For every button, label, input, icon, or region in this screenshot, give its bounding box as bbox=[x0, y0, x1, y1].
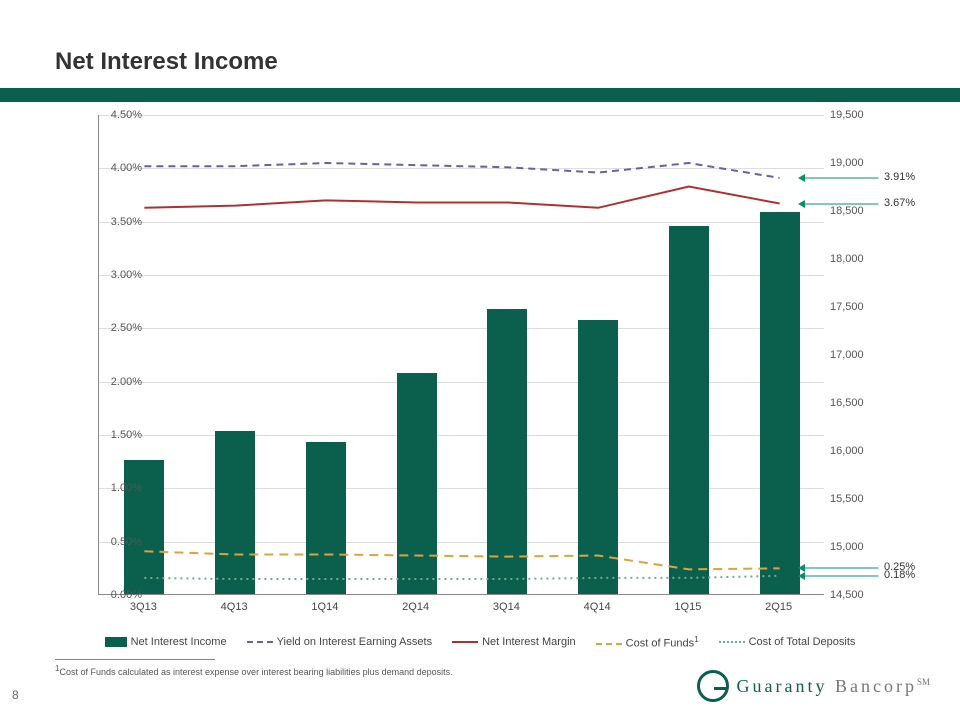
ytick-right: 17,500 bbox=[830, 301, 885, 313]
xtick: 4Q14 bbox=[584, 601, 611, 613]
annotation-label: 3.67% bbox=[884, 197, 915, 209]
ytick-right: 19,500 bbox=[830, 109, 885, 121]
accent-band bbox=[0, 88, 960, 102]
line-nim bbox=[144, 186, 779, 207]
xtick: 2Q14 bbox=[402, 601, 429, 613]
brand-secondary: Bancorp bbox=[828, 676, 917, 696]
plot-area bbox=[98, 115, 824, 595]
ytick-left: 1.00% bbox=[82, 482, 142, 494]
brand-primary: Guaranty bbox=[737, 676, 828, 696]
ytick-right: 19,000 bbox=[830, 157, 885, 169]
legend-swatch-line bbox=[452, 641, 478, 643]
ytick-left: 4.50% bbox=[82, 109, 142, 121]
ytick-left: 2.00% bbox=[82, 376, 142, 388]
lines-layer bbox=[99, 115, 825, 595]
footnote: 1Cost of Funds calculated as interest ex… bbox=[55, 664, 453, 677]
annotation-label: 0.18% bbox=[884, 569, 915, 581]
line-cotd bbox=[144, 576, 779, 579]
slide-title: Net Interest Income bbox=[55, 48, 278, 76]
legend-swatch-line bbox=[596, 643, 622, 645]
line-cof bbox=[144, 551, 779, 569]
brand-mark-icon bbox=[697, 670, 729, 702]
ytick-right: 14,500 bbox=[830, 589, 885, 601]
footnote-rule bbox=[55, 659, 215, 660]
ytick-left: 2.50% bbox=[82, 322, 142, 334]
ytick-left: 0.00% bbox=[82, 589, 142, 601]
legend-item: Net Interest Margin bbox=[452, 636, 576, 648]
xtick: 1Q14 bbox=[311, 601, 338, 613]
ytick-right: 17,000 bbox=[830, 349, 885, 361]
legend-swatch-line bbox=[247, 641, 273, 643]
page-number: 8 bbox=[12, 688, 19, 702]
ytick-right: 16,500 bbox=[830, 397, 885, 409]
ytick-left: 3.50% bbox=[82, 216, 142, 228]
ytick-right: 15,000 bbox=[830, 541, 885, 553]
annotation-label: 3.91% bbox=[884, 171, 915, 183]
annotation-arrow bbox=[798, 571, 881, 581]
footnote-text: Cost of Funds calculated as interest exp… bbox=[59, 667, 452, 677]
line-yield bbox=[144, 163, 779, 178]
brand-text: Guaranty BancorpSM bbox=[737, 676, 930, 697]
legend-swatch-bar bbox=[105, 637, 127, 647]
slide: Net Interest Income 0.00% 0.50% 1.00% 1.50%… bbox=[0, 0, 960, 720]
legend: Net Interest Income Yield on Interest Ear… bbox=[0, 635, 960, 650]
xtick: 1Q15 bbox=[674, 601, 701, 613]
legend-item: Cost of Total Deposits bbox=[719, 636, 856, 648]
ytick-left: 3.00% bbox=[82, 269, 142, 281]
ytick-right: 15,500 bbox=[830, 493, 885, 505]
annotation-arrow bbox=[798, 173, 881, 183]
xtick: 4Q13 bbox=[221, 601, 248, 613]
legend-item: Yield on Interest Earning Assets bbox=[247, 636, 433, 648]
brand-sm: SM bbox=[917, 677, 930, 687]
brand-logo: Guaranty BancorpSM bbox=[697, 670, 930, 702]
legend-swatch-line bbox=[719, 641, 745, 643]
chart: 0.00% 0.50% 1.00% 1.50% 2.00% 2.50% 3.00% 3.50%… bbox=[54, 115, 874, 625]
ytick-right: 16,000 bbox=[830, 445, 885, 457]
legend-item: Net Interest Income bbox=[105, 636, 227, 648]
ytick-left: 4.00% bbox=[82, 162, 142, 174]
ytick-right: 18,000 bbox=[830, 253, 885, 265]
xtick: 3Q14 bbox=[493, 601, 520, 613]
xtick: 2Q15 bbox=[765, 601, 792, 613]
ytick-left: 1.50% bbox=[82, 429, 142, 441]
legend-item: Cost of Funds1 bbox=[596, 635, 699, 650]
ytick-left: 0.50% bbox=[82, 536, 142, 548]
xtick: 3Q13 bbox=[130, 601, 157, 613]
annotation-arrow bbox=[798, 199, 881, 209]
